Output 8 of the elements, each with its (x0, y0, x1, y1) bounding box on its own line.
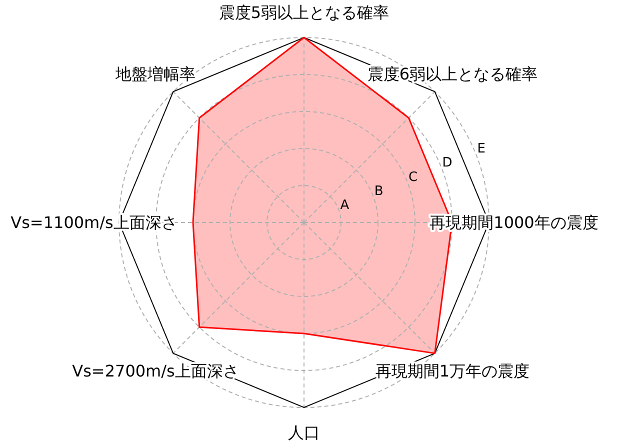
y-tick-label: E (477, 142, 486, 157)
spoke-label: 地盤増幅率 (114, 64, 196, 84)
spoke-label: 震度5弱以上となる確率 (218, 3, 390, 22)
y-tick-label: A (340, 198, 350, 214)
y-tick-label: B (374, 184, 384, 200)
y-tick-label: C (408, 170, 418, 185)
y-tick-label: D (442, 156, 452, 171)
spoke-label: 人口 (288, 423, 320, 442)
